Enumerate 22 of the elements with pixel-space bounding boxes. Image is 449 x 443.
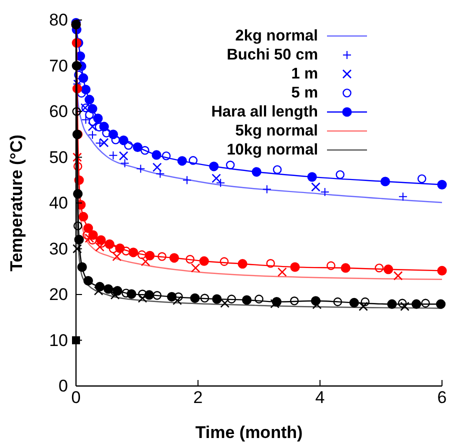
y-tick-label: 50 [49,148,68,167]
legend-label: Buchi 50 cm [226,46,318,64]
legend-label: 2kg normal [235,28,318,44]
legend-label: 5kg normal [235,122,318,140]
legend-label: Hara all length [211,104,318,120]
x-axis-title: Time (month) [195,423,303,442]
y-tick-label: 80 [49,10,68,30]
legend-label: 5 m [291,84,318,102]
y-tick-label: 60 [49,102,68,121]
legend-label: 1 m [291,66,318,82]
y-tick-label: 30 [49,239,68,258]
y-tick-label: 20 [49,285,68,304]
y-axis-title: Temperature (°C) [7,134,26,272]
x-tick-label: 0 [71,388,81,407]
y-tick-label: 40 [49,194,68,212]
x-tick-label: 4 [315,388,325,407]
y-tick-label: 70 [49,56,68,76]
x-tick-label: 6 [437,388,447,407]
legend-label: 10kg normal [226,142,318,158]
y-tick-label: 0 [58,376,68,396]
y-tick-label: 10 [49,330,68,350]
x-tick-label: 2 [193,388,203,407]
